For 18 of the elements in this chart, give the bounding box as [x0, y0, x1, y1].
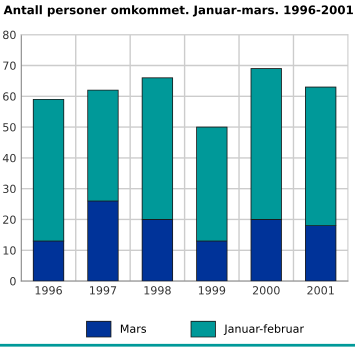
y-tick-label: 0 — [10, 277, 16, 286]
x-tick-label: 2001 — [307, 286, 334, 295]
chart-title: Antall personer omkommet. Januar-mars. 1996-2001 — [4, 5, 353, 17]
legend-label: Januar-februar — [224, 324, 304, 335]
legend-label: Mars — [120, 324, 146, 333]
x-tick-label: 1999 — [198, 286, 226, 295]
x-tick-label: 2000 — [252, 286, 280, 295]
y-tick-label: 10 — [4, 246, 16, 255]
y-tick-label: 40 — [2, 154, 16, 162]
x-tick-label: 1998 — [144, 286, 171, 295]
y-tick-label: 60 — [3, 92, 16, 101]
y-tick-label: 30 — [3, 184, 16, 194]
y-tick-label: 80 — [3, 30, 16, 40]
x-tick-label: 1996 — [36, 286, 62, 295]
y-tick-label: 70 — [3, 61, 16, 70]
x-tick-label: 1997 — [90, 286, 116, 295]
y-tick-label: 50 — [3, 123, 16, 132]
y-tick-label: 20 — [3, 215, 16, 224]
